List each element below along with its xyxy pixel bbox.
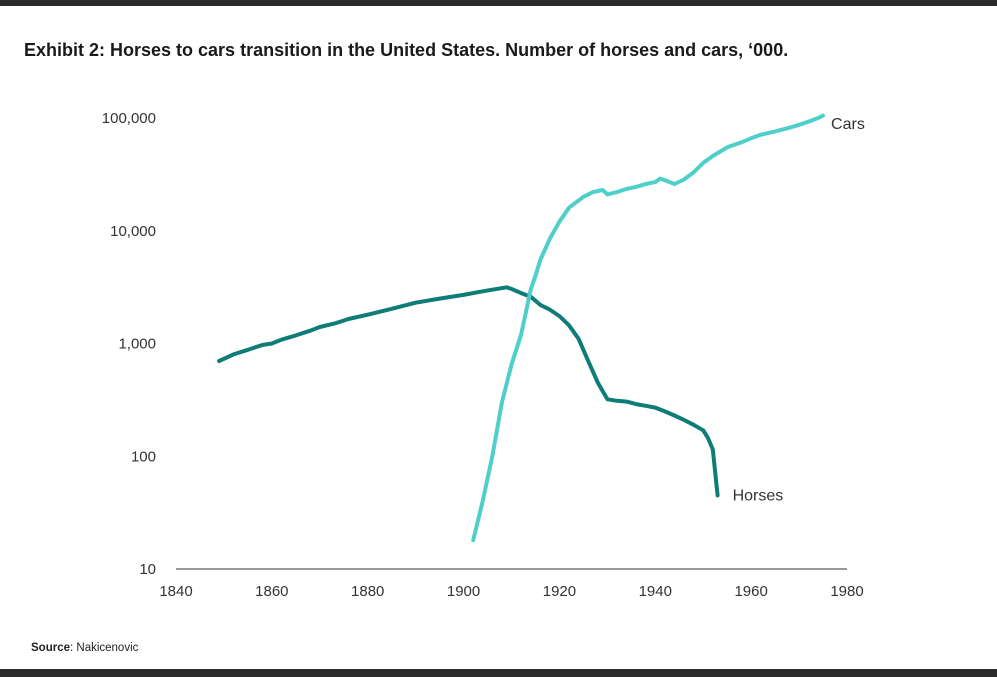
x-tick-label: 1900 <box>447 583 480 600</box>
series-layer <box>217 113 825 543</box>
source-label: Source <box>31 642 70 654</box>
bottom-border-rule <box>0 669 997 677</box>
x-tick-label: 1840 <box>159 583 192 600</box>
y-tick-label: 100,000 <box>102 110 156 127</box>
x-tick-label: 1980 <box>830 583 863 600</box>
x-tick-label: 1860 <box>255 583 288 600</box>
x-tick-label: 1880 <box>351 583 384 600</box>
y-tick-label: 100 <box>131 448 156 465</box>
source-note: Source: Nakicenovic <box>31 642 138 654</box>
top-border-rule <box>0 0 997 6</box>
axis-layer: 1840 1860 1880 1900 1920 1940 1960 1980 10 100 1,0… <box>102 110 864 600</box>
y-tick-label: 10 <box>139 561 156 578</box>
x-tick-label: 1960 <box>734 583 767 600</box>
series-line-cars <box>471 113 825 543</box>
x-tick-label: 1940 <box>639 583 672 600</box>
chart-title: Exhibit 2: Horses to cars transition in … <box>24 40 789 60</box>
series-label-horses: Horses <box>733 487 784 504</box>
y-tick-label: 10,000 <box>110 223 156 240</box>
y-tick-label: 1,000 <box>118 336 156 353</box>
x-tick-label: 1920 <box>543 583 576 600</box>
series-label-cars: Cars <box>831 116 865 133</box>
label-layer: Horses Cars <box>733 116 865 504</box>
series-line-horses <box>217 285 720 498</box>
source-text: : Nakicenovic <box>70 642 139 654</box>
